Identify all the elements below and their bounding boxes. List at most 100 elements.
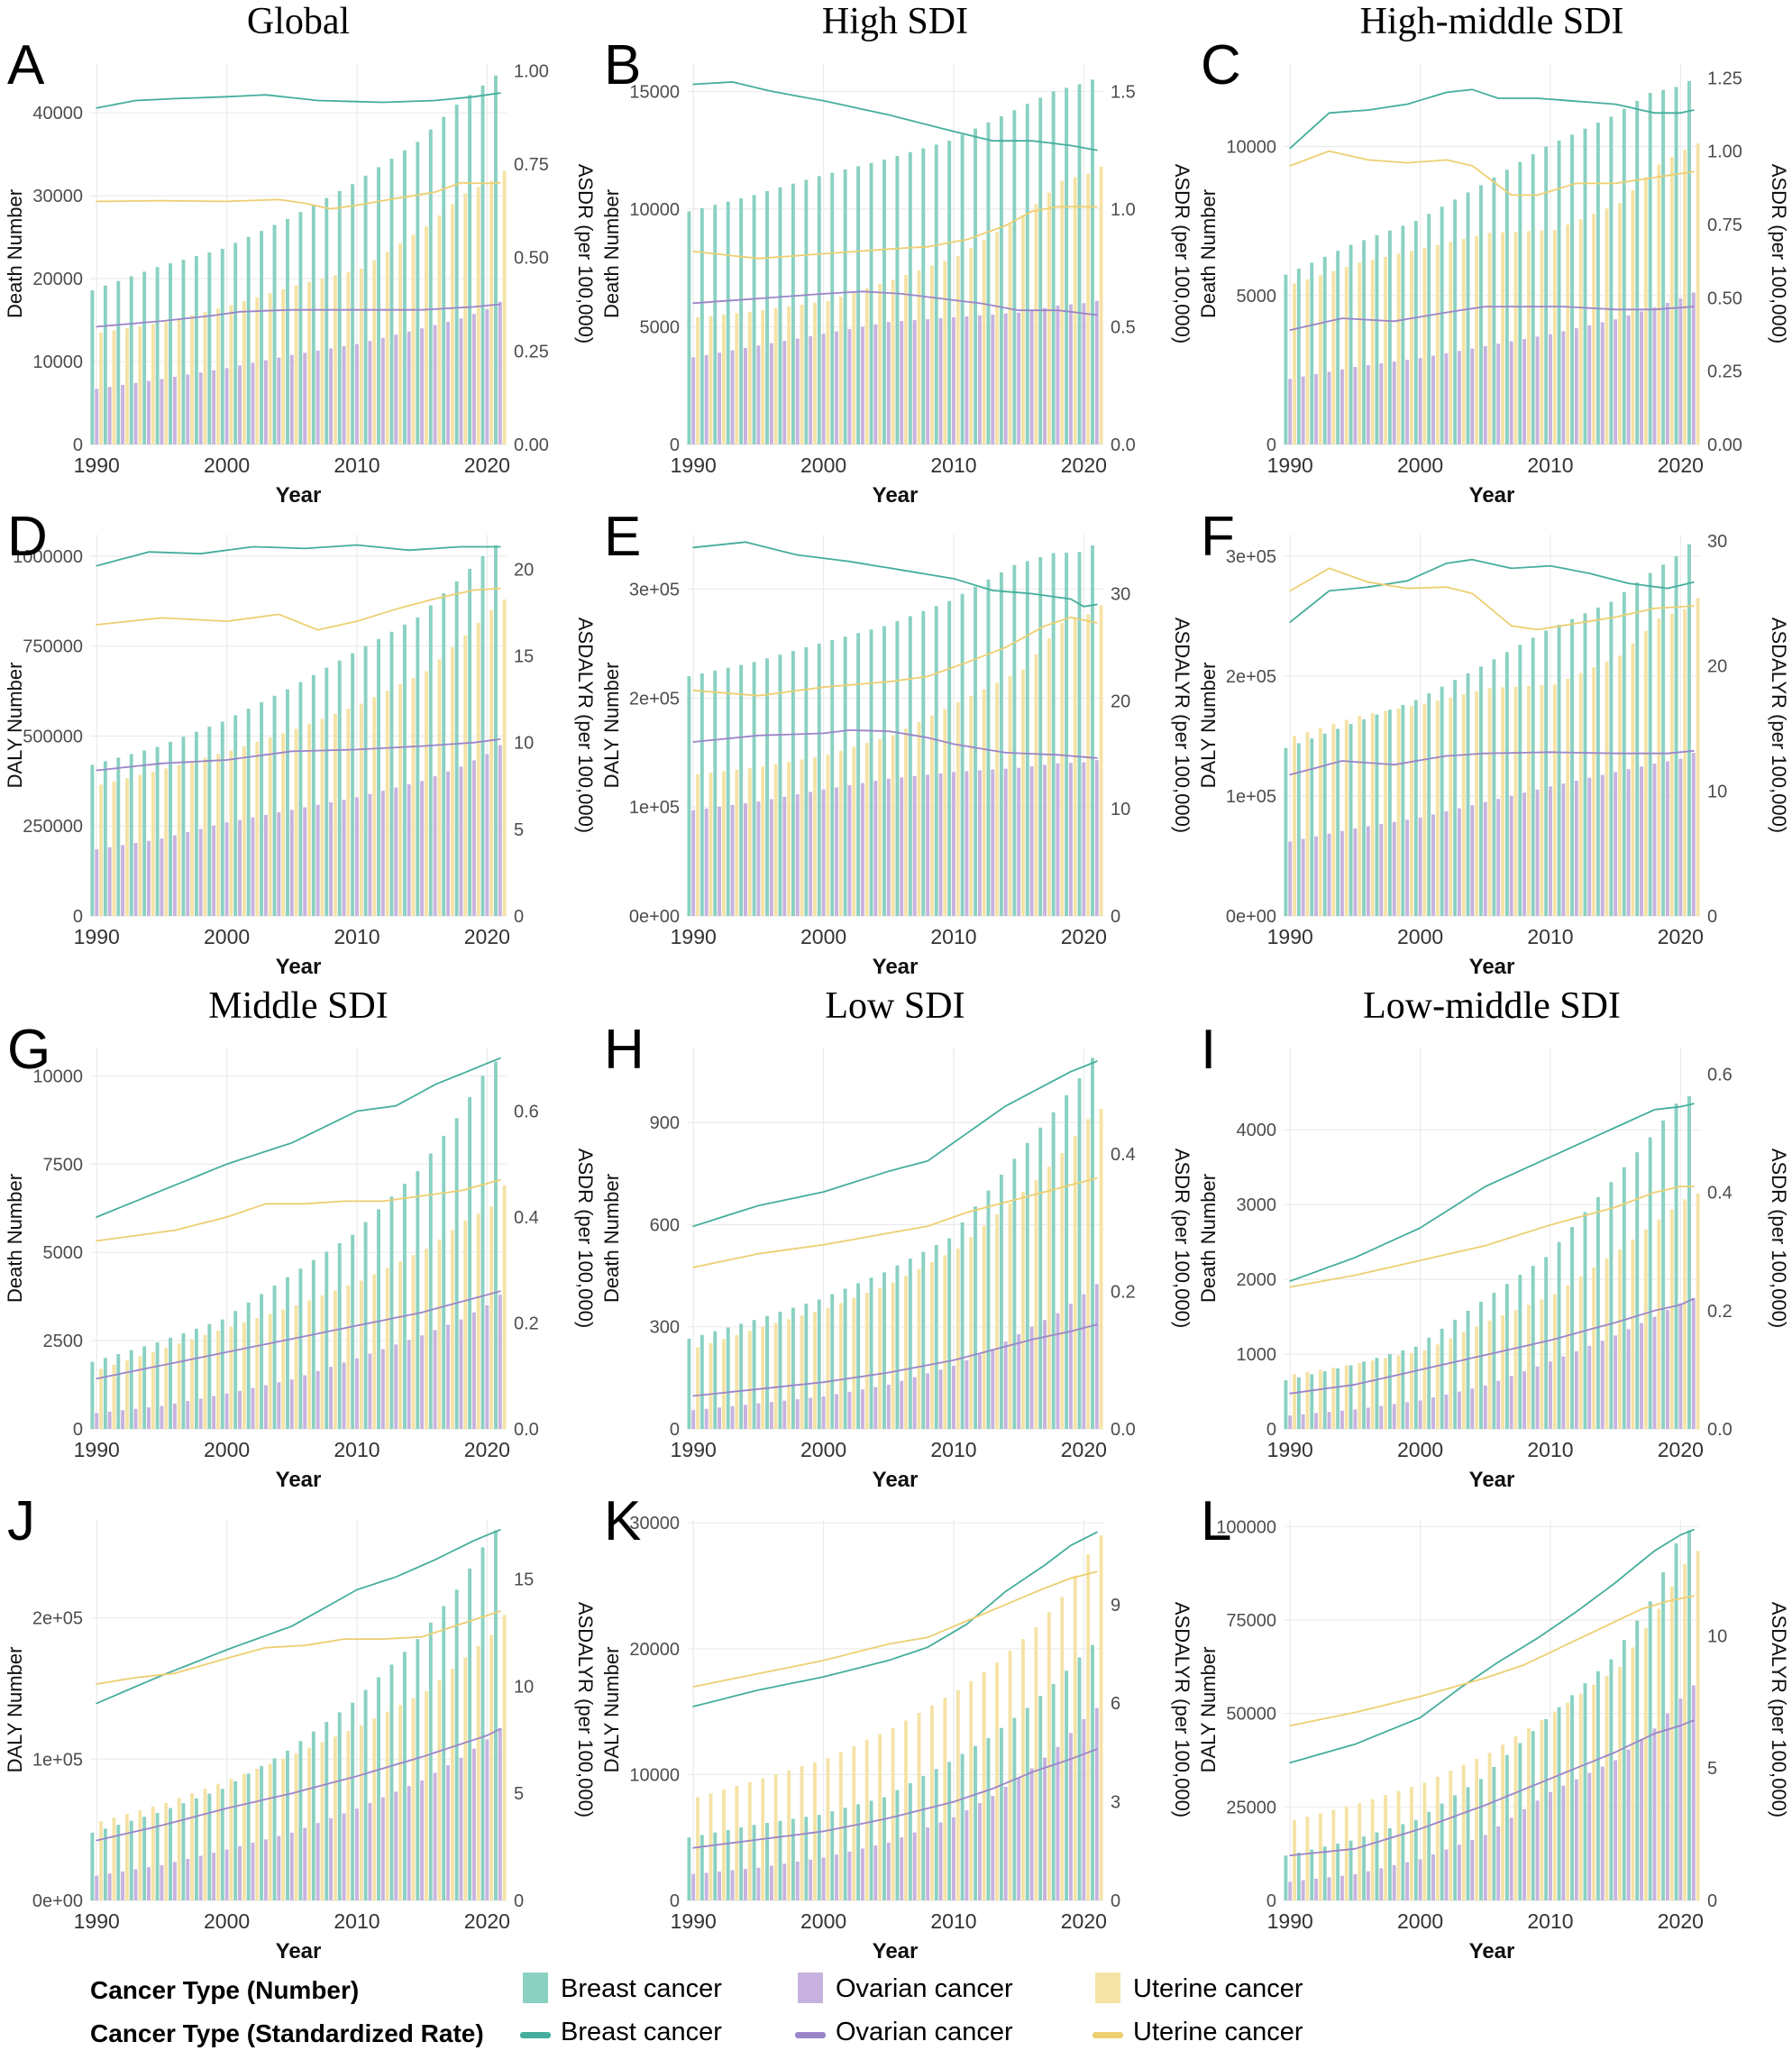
uterine-bar-swatch: [1095, 1973, 1120, 2003]
svg-text:5: 5: [1707, 1759, 1717, 1779]
panel-letter-i: I: [1201, 1019, 1217, 1081]
svg-text:2010: 2010: [930, 1438, 976, 1461]
svg-text:DALY Number: DALY Number: [600, 1647, 623, 1773]
column-title-global: Global: [246, 1, 351, 42]
svg-text:Year: Year: [873, 1468, 919, 1492]
svg-text:Year: Year: [1469, 1939, 1515, 1964]
panel-b: B 0 5000 10000 15000 0.0 0.5 1.0 1.5 1990 2000 201…: [597, 34, 1193, 513]
svg-text:1.5: 1.5: [1111, 82, 1136, 102]
svg-text:Year: Year: [1469, 955, 1515, 979]
svg-text:2000: 2000: [1237, 1270, 1277, 1290]
chart-high-middle-sdi-deaths: 0 5000 10000 0.00 0.25 0.50 0.75 1.00 1.25 1990 20…: [1197, 63, 1790, 508]
panels-row-3: G 0 2500 5000 7500 10000 0.0 0.2 0.4 0.6 1990 2000…: [0, 1022, 1792, 1497]
svg-text:2010: 2010: [334, 453, 379, 477]
panel-c: C 0 5000 10000 0.00 0.25 0.50 0.75 1.00 1.25 1990…: [1193, 38, 1790, 513]
svg-text:Year: Year: [873, 1939, 919, 1964]
svg-text:DALY Number: DALY Number: [1197, 663, 1220, 789]
svg-text:0: 0: [670, 435, 680, 455]
svg-text:0.75: 0.75: [514, 155, 549, 175]
panel-letter-b: B: [604, 34, 642, 96]
chart-high-sdi-dalys: 0e+00 1e+05 2e+05 3e+05 0 10 20 30 1990 2000 2010 2…: [600, 535, 1193, 979]
panel-letter-h: H: [604, 1019, 645, 1081]
column-title-low-sdi: Low SDI: [825, 985, 965, 1027]
svg-text:0.2: 0.2: [1707, 1302, 1733, 1322]
svg-text:Year: Year: [1469, 483, 1515, 508]
svg-text:1.0: 1.0: [1111, 200, 1136, 220]
svg-text:0.75: 0.75: [1707, 215, 1742, 235]
svg-text:750000: 750000: [23, 637, 83, 657]
svg-text:10: 10: [1707, 782, 1727, 801]
svg-text:1000000: 1000000: [13, 547, 83, 567]
svg-text:0.2: 0.2: [1111, 1283, 1136, 1303]
svg-text:1.00: 1.00: [514, 61, 549, 81]
svg-text:2010: 2010: [334, 1909, 379, 1933]
breast-bar-swatch: [523, 1973, 548, 2003]
svg-text:0.25: 0.25: [514, 342, 549, 362]
svg-text:Death Number: Death Number: [600, 1174, 623, 1303]
svg-text:2010: 2010: [334, 1438, 379, 1461]
svg-text:ASDR (per 100,000): ASDR (per 100,000): [1768, 1149, 1790, 1328]
svg-text:2020: 2020: [1658, 925, 1704, 948]
svg-text:0.0: 0.0: [1111, 435, 1136, 455]
column-title-high-middle-sdi: High-middle SDI: [1359, 1, 1624, 42]
svg-text:ASDR (per 100,000): ASDR (per 100,000): [1171, 164, 1193, 343]
svg-text:ASDR (per 100,000): ASDR (per 100,000): [574, 1149, 597, 1328]
svg-text:0e+00: 0e+00: [32, 1891, 83, 1911]
svg-text:0: 0: [1111, 1891, 1120, 1911]
svg-text:0.2: 0.2: [514, 1314, 539, 1334]
panel-letter-d: D: [7, 506, 48, 568]
svg-text:15: 15: [514, 1570, 534, 1590]
svg-text:DALY Number: DALY Number: [4, 663, 26, 789]
svg-text:15000: 15000: [629, 82, 680, 102]
svg-text:2010: 2010: [930, 925, 976, 948]
svg-text:250000: 250000: [23, 817, 83, 837]
svg-text:3e+05: 3e+05: [629, 580, 680, 600]
svg-text:1e+05: 1e+05: [1226, 787, 1276, 807]
legend-breast-rate-label: Breast cancer: [561, 2018, 722, 2046]
svg-text:30000: 30000: [32, 187, 83, 206]
legend-uterine-number-label: Uterine cancer: [1133, 1974, 1303, 2003]
svg-text:0: 0: [670, 1420, 680, 1440]
svg-text:ASDALYR (per 100,000): ASDALYR (per 100,000): [1768, 1602, 1790, 1817]
chart-middle-sdi-dalys: 0e+00 1e+05 2e+05 0 5 10 15 1990 2000 2010 2020 Yea…: [4, 1519, 597, 1964]
panel-l: L 0 25000 50000 75000 100000 0 5 10 1990 2000 2010…: [1193, 1490, 1790, 1969]
svg-text:0: 0: [73, 435, 83, 455]
svg-text:2010: 2010: [1527, 925, 1573, 948]
svg-text:0e+00: 0e+00: [1226, 907, 1276, 927]
chart-low-sdi-dalys: 0 10000 20000 30000 0 3 6 9 1990 2000 2010 2020 Year…: [600, 1514, 1193, 1964]
svg-text:1e+05: 1e+05: [32, 1750, 83, 1770]
legend-ovarian-number-label: Ovarian cancer: [836, 1974, 1013, 2003]
svg-text:2020: 2020: [464, 1438, 510, 1461]
chart-high-sdi-deaths: 0 5000 10000 15000 0.0 0.5 1.0 1.5 1990 2000 2010 2…: [600, 63, 1193, 508]
column-title-low-middle-sdi: Low-middle SDI: [1363, 985, 1621, 1027]
svg-text:2000: 2000: [1397, 925, 1443, 948]
svg-text:0.4: 0.4: [1707, 1184, 1733, 1204]
svg-text:0.6: 0.6: [1707, 1066, 1733, 1085]
svg-text:0.6: 0.6: [514, 1103, 539, 1122]
svg-text:2000: 2000: [204, 453, 250, 477]
panel-letter-l: L: [1201, 1490, 1232, 1552]
panel-letter-k: K: [604, 1490, 642, 1552]
svg-text:1990: 1990: [1267, 453, 1313, 477]
svg-text:2020: 2020: [1658, 1438, 1704, 1461]
svg-text:1990: 1990: [74, 1438, 120, 1461]
svg-text:2020: 2020: [1061, 453, 1107, 477]
svg-text:ASDALYR (per 100,000): ASDALYR (per 100,000): [1171, 618, 1193, 833]
svg-text:3e+05: 3e+05: [1226, 547, 1276, 567]
svg-text:1990: 1990: [671, 453, 717, 477]
column-titles-middle: Middle SDI Low SDI Low-middle SDI: [0, 984, 1792, 1027]
svg-text:2000: 2000: [204, 1909, 250, 1933]
svg-text:0: 0: [514, 907, 524, 927]
chart-high-middle-sdi-dalys: 0e+00 1e+05 2e+05 3e+05 0 10 20 30 1990 2000 2010 2…: [1197, 532, 1790, 979]
svg-text:100000: 100000: [1216, 1517, 1276, 1537]
svg-text:5000: 5000: [43, 1243, 84, 1263]
svg-text:2010: 2010: [930, 1909, 976, 1933]
svg-text:20000: 20000: [32, 270, 83, 289]
svg-text:2010: 2010: [1527, 453, 1573, 477]
svg-text:2500: 2500: [43, 1332, 84, 1351]
svg-text:ASDR (per 100,000): ASDR (per 100,000): [1768, 164, 1790, 343]
column-title-high-sdi: High SDI: [821, 1, 969, 42]
svg-text:1990: 1990: [74, 925, 120, 948]
svg-text:2000: 2000: [204, 1438, 250, 1461]
